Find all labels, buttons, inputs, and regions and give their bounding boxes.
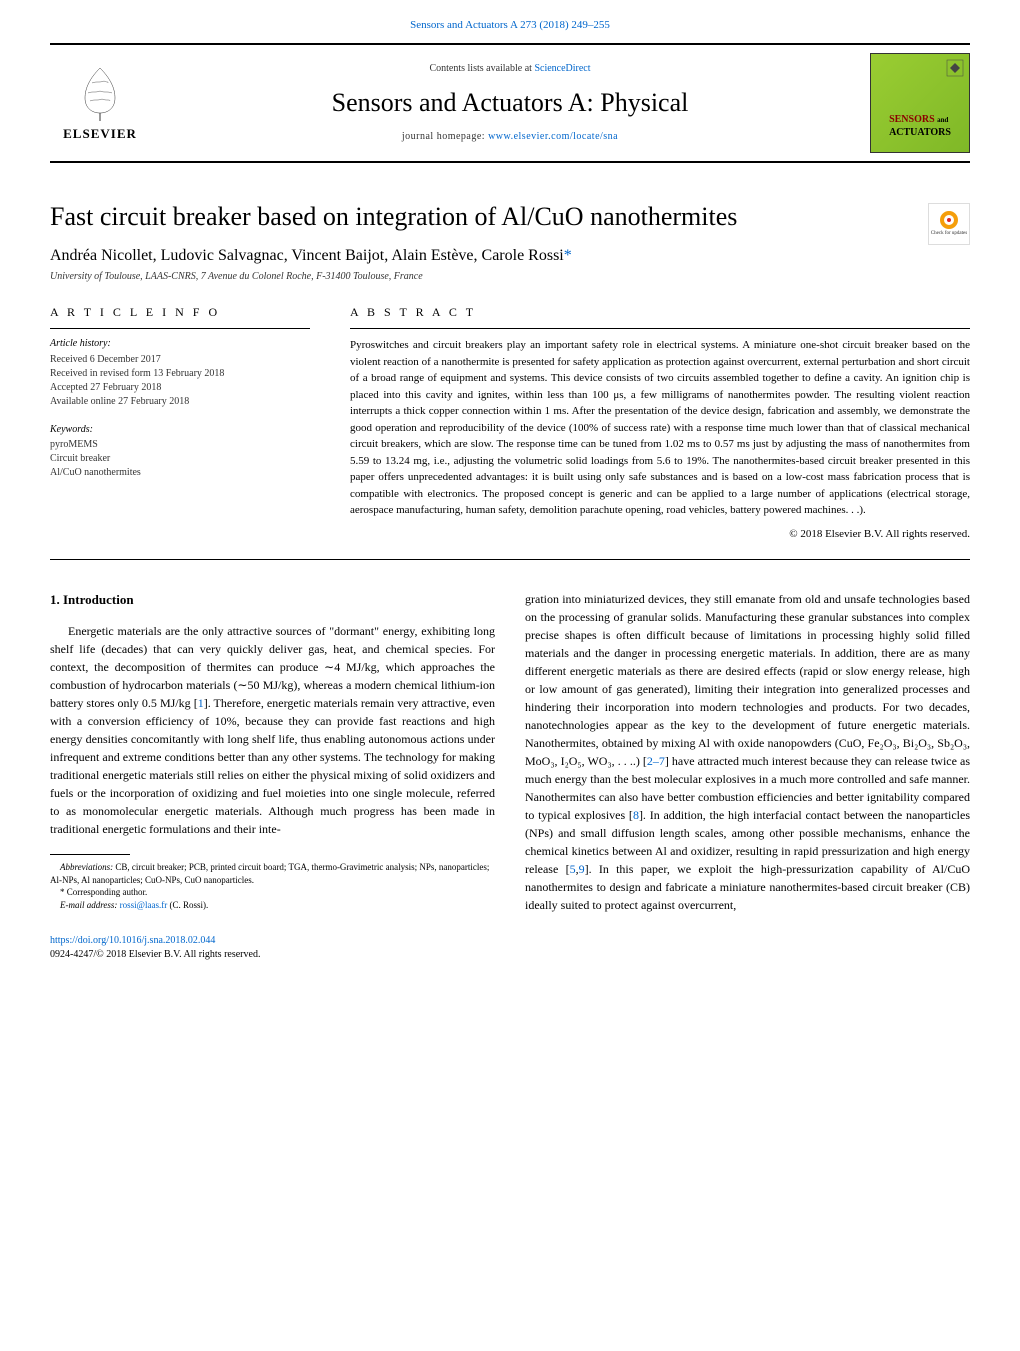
keyword-item: pyroMEMS <box>50 438 310 452</box>
intro-heading: 1. Introduction <box>50 590 495 610</box>
article-title: Fast circuit breaker based on integratio… <box>50 199 928 234</box>
history-item: Received 6 December 2017 <box>50 353 310 367</box>
body-columns: 1. Introduction Energetic materials are … <box>50 590 970 914</box>
article-info: A R T I C L E I N F O Article history: R… <box>50 304 310 542</box>
top-citation: Sensors and Actuators A 273 (2018) 249–2… <box>0 0 1020 43</box>
abbrev-label: Abbreviations: <box>60 862 113 872</box>
history-item: Available online 27 February 2018 <box>50 395 310 409</box>
ref-link[interactable]: 2–7 <box>647 754 665 768</box>
keyword-item: Circuit breaker <box>50 452 310 466</box>
elsevier-tree-icon <box>70 63 130 123</box>
abstract-heading: A B S T R A C T <box>350 304 970 329</box>
abstract-column: A B S T R A C T Pyroswitches and circuit… <box>350 304 970 542</box>
section-rule <box>50 559 970 560</box>
intro-paragraph: Energetic materials are the only attract… <box>50 622 495 838</box>
footer: https://doi.org/10.1016/j.sna.2018.02.04… <box>50 934 970 962</box>
sciencedirect-link[interactable]: ScienceDirect <box>534 63 590 74</box>
authors-line: Andréa Nicollet, Ludovic Salvagnac, Vinc… <box>50 245 970 267</box>
email-name: (C. Rossi). <box>167 900 208 910</box>
keyword-item: Al/CuO nanothermites <box>50 466 310 480</box>
corresponding-footnote: * Corresponding author. <box>50 886 495 899</box>
homepage-prefix: journal homepage: <box>402 131 488 142</box>
publisher-logo: ELSEVIER <box>50 53 150 153</box>
journal-homepage: journal homepage: www.elsevier.com/locat… <box>150 130 870 144</box>
email-label: E-mail address: <box>60 900 120 910</box>
abstract-copyright: © 2018 Elsevier B.V. All rights reserved… <box>350 527 970 542</box>
abstract-text: Pyroswitches and circuit breakers play a… <box>350 337 970 519</box>
check-updates-label: Check for updates <box>931 231 967 237</box>
logo-and: and <box>937 116 948 124</box>
contents-line: Contents lists available at ScienceDirec… <box>150 62 870 76</box>
authors-names: Andréa Nicollet, Ludovic Salvagnac, Vinc… <box>50 247 564 264</box>
homepage-link[interactable]: www.elsevier.com/locate/sna <box>488 131 618 142</box>
history-label: Article history: <box>50 337 310 351</box>
header-bar: ELSEVIER Contents lists available at Sci… <box>50 43 970 163</box>
para-text: gration into miniaturized devices, they … <box>525 592 970 768</box>
check-updates-badge[interactable]: Check for updates <box>928 203 970 245</box>
email-footnote: E-mail address: rossi@laas.fr (C. Rossi)… <box>50 899 495 912</box>
publisher-name: ELSEVIER <box>63 125 137 143</box>
affiliation: University of Toulouse, LAAS-CNRS, 7 Ave… <box>50 270 970 284</box>
footnote-rule <box>50 854 130 855</box>
contents-prefix: Contents lists available at <box>429 63 534 74</box>
keywords-label: Keywords: <box>50 423 310 437</box>
journal-logo-mark-icon <box>945 58 965 78</box>
column-left: 1. Introduction Energetic materials are … <box>50 590 495 914</box>
crossmark-icon <box>940 211 958 229</box>
intro-paragraph-cont: gration into miniaturized devices, they … <box>525 590 970 914</box>
history-item: Received in revised form 13 February 201… <box>50 367 310 381</box>
journal-logo-text: SENSORS and ACTUATORS <box>889 113 951 140</box>
history-item: Accepted 27 February 2018 <box>50 381 310 395</box>
doi-link[interactable]: https://doi.org/10.1016/j.sna.2018.02.04… <box>50 935 215 946</box>
para-text: ]. In this paper, we exploit the high-pr… <box>525 862 970 912</box>
logo-sensors: SENSORS <box>889 114 935 125</box>
journal-name: Sensors and Actuators A: Physical <box>150 85 870 120</box>
abbreviations-footnote: Abbreviations: CB, circuit breaker; PCB,… <box>50 861 495 886</box>
article-header: Fast circuit breaker based on integratio… <box>50 185 970 542</box>
email-link[interactable]: rossi@laas.fr <box>120 900 168 910</box>
corresponding-asterisk: * <box>564 247 572 264</box>
corr-text: Corresponding author. <box>65 887 148 897</box>
column-right: gration into miniaturized devices, they … <box>525 590 970 914</box>
header-center: Contents lists available at ScienceDirec… <box>150 62 870 144</box>
issn-copyright: 0924-4247/© 2018 Elsevier B.V. All right… <box>50 949 260 960</box>
para-text: ]. Therefore, energetic materials remain… <box>50 696 495 836</box>
logo-actuators: ACTUATORS <box>889 127 951 138</box>
article-info-heading: A R T I C L E I N F O <box>50 304 310 329</box>
journal-cover-logo: SENSORS and ACTUATORS <box>870 53 970 153</box>
abbrev-text: CB, circuit breaker; PCB, printed circui… <box>50 862 489 885</box>
